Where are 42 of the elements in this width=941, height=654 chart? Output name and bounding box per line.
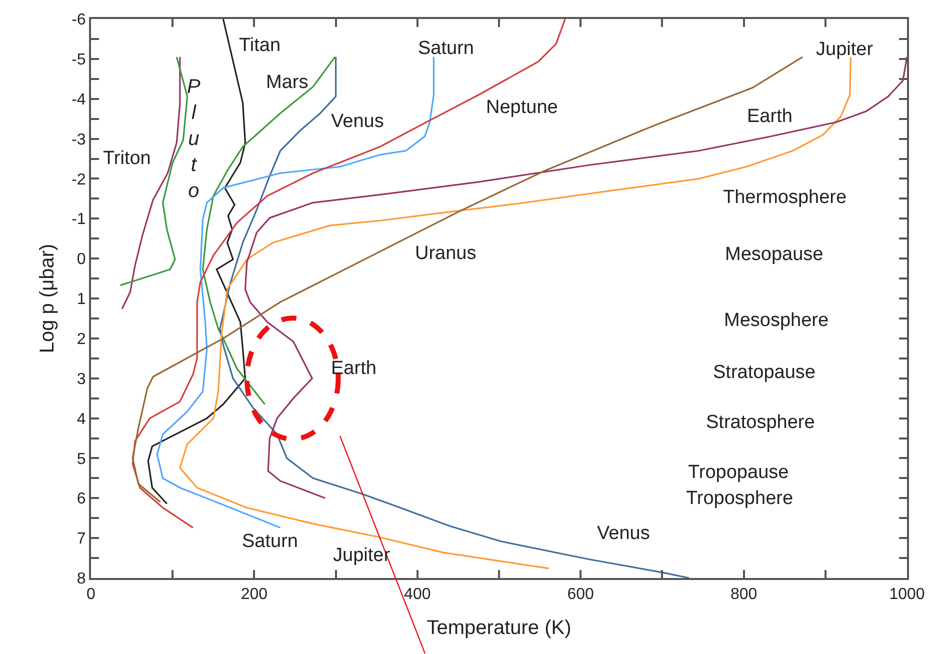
y-tick-label: 5 <box>76 450 86 468</box>
annotation: Saturn <box>242 531 298 552</box>
annotation: Stratopause <box>713 362 816 383</box>
annotation: Earth <box>331 358 376 379</box>
y-tick-label: 4 <box>76 410 86 428</box>
annotation: Saturn <box>418 38 474 59</box>
y-axis-title: Log p (μbar) <box>36 244 59 354</box>
x-tick-label: 600 <box>567 586 594 604</box>
x-tick-label: 200 <box>240 586 268 604</box>
x-tick-label: 1000 <box>889 586 925 604</box>
annotation: Mars <box>266 72 308 93</box>
annotation: Troposphere <box>686 488 794 509</box>
annotation: Uranus <box>415 243 476 264</box>
annotation: Mesosphere <box>724 310 829 331</box>
y-tick-label: -2 <box>72 171 86 188</box>
y-tick-label: -4 <box>72 91 86 108</box>
y-tick-label: -6 <box>72 12 86 29</box>
y-tick-label: -5 <box>72 52 86 69</box>
annotation: Venus <box>597 523 650 544</box>
y-tick-label: 0 <box>76 251 86 268</box>
x-tick-label: 400 <box>404 586 431 604</box>
annotation: Stratosphere <box>706 412 815 433</box>
annotation: Mesopause <box>725 244 824 265</box>
annotation: Triton <box>103 148 151 169</box>
y-tick-label: 1 <box>76 291 86 308</box>
annotation: Titan <box>239 35 281 56</box>
annotation: Neptune <box>486 97 558 118</box>
annotation: Tropopause <box>688 462 789 483</box>
y-tick-label: 6 <box>76 490 86 508</box>
annotation: Earth <box>747 106 792 127</box>
y-tick-label: 8 <box>76 570 86 588</box>
y-tick-label: 3 <box>76 370 86 388</box>
annotation: Jupiter <box>816 39 874 60</box>
x-tick-label: 800 <box>730 586 758 604</box>
x-axis-title: Temperature (K) <box>426 617 572 640</box>
y-tick-label: -1 <box>72 211 86 228</box>
annotation: Thermosphere <box>723 187 847 208</box>
y-tick-label: -3 <box>72 131 86 148</box>
annotation: Pluto <box>187 76 201 202</box>
annotation: Venus <box>331 111 384 132</box>
y-tick-label: 2 <box>76 331 86 348</box>
y-tick-label: 7 <box>76 530 86 548</box>
